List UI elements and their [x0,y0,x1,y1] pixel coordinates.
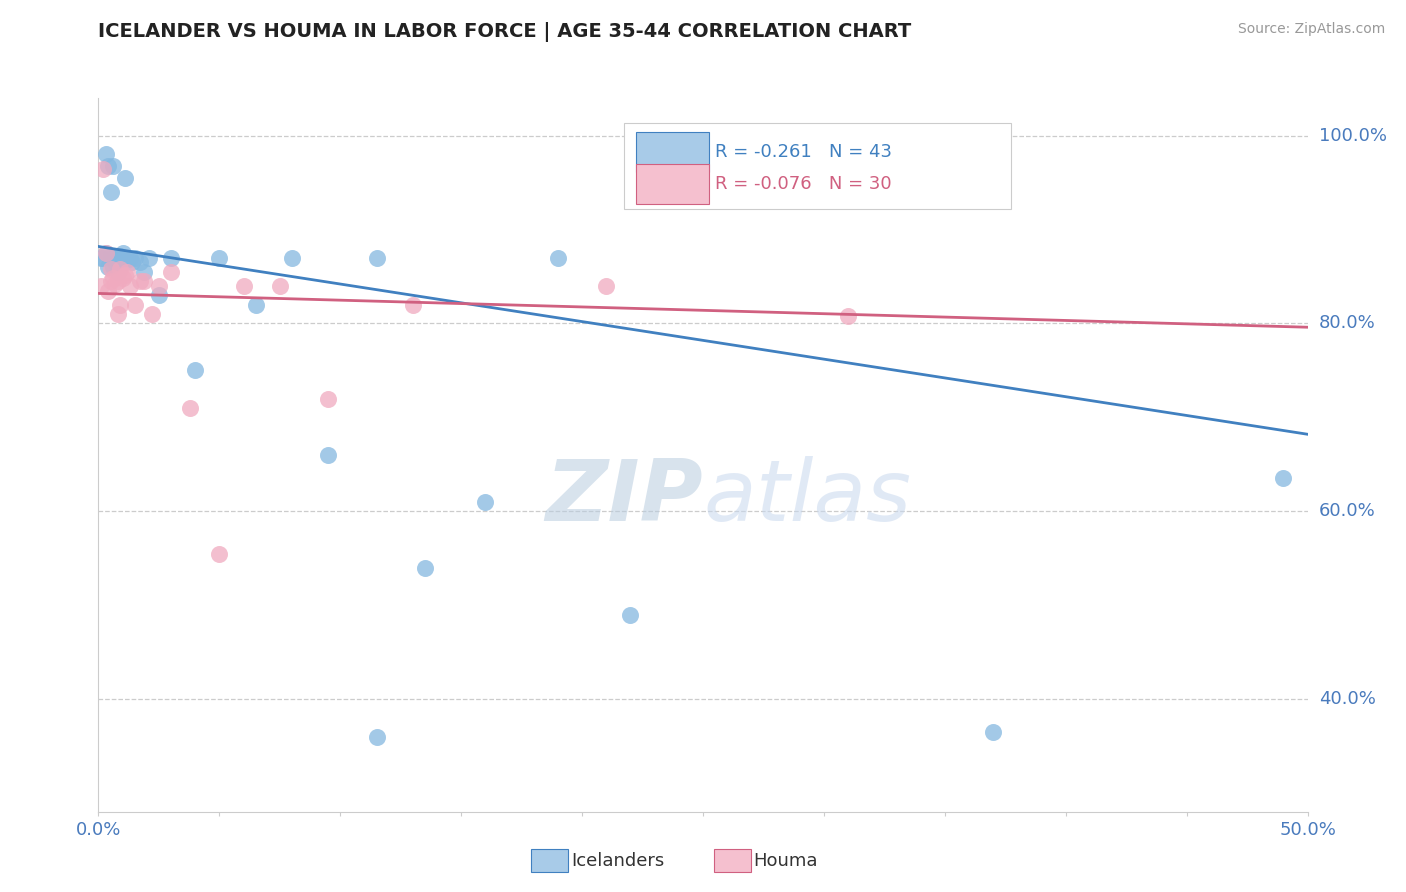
Y-axis label: In Labor Force | Age 35-44: In Labor Force | Age 35-44 [0,345,8,565]
Point [101,260,124,274]
Point [94,246,117,260]
Point [138,251,160,265]
Point [101,159,124,173]
Point [366,251,388,265]
Point [108,249,131,263]
Point [117,252,139,267]
Text: 80.0%: 80.0% [1319,315,1375,333]
Point [160,265,183,279]
Point [107,265,129,279]
Point [118,251,141,265]
Point [101,271,124,285]
Point [114,170,136,185]
Point [107,274,129,288]
Point [97,284,120,298]
Text: 40.0%: 40.0% [1319,690,1375,708]
Point [121,255,143,269]
Point [148,288,170,302]
Point [141,307,163,321]
Point [474,495,496,509]
Text: Source: ZipAtlas.com: Source: ZipAtlas.com [1237,22,1385,37]
Text: 100.0%: 100.0% [1319,127,1386,145]
Point [104,255,127,269]
Point [100,262,122,277]
Point [232,279,254,293]
Point [269,279,291,293]
Point [90,251,112,265]
Point [118,279,141,293]
Point [108,262,131,277]
Point [111,251,134,265]
Point [402,298,425,312]
Point [97,159,120,173]
Point [128,274,150,288]
Point [547,251,569,265]
Point [114,251,136,265]
Point [111,246,134,260]
Text: Houma: Houma [754,852,818,870]
Point [111,271,134,285]
Text: 60.0%: 60.0% [1319,502,1375,520]
Point [179,401,201,415]
Point [837,309,859,323]
Point [97,260,120,274]
Point [413,560,436,574]
Point [100,249,122,263]
Point [316,392,339,406]
Point [619,607,641,622]
Point [595,279,617,293]
Text: Icelanders: Icelanders [571,852,664,870]
Point [101,251,124,265]
Point [91,251,114,265]
Point [100,274,122,288]
Text: R = -0.261   N = 43: R = -0.261 N = 43 [716,143,891,161]
FancyBboxPatch shape [624,123,1011,209]
Point [1272,471,1295,485]
Point [107,307,129,321]
FancyBboxPatch shape [637,164,709,204]
Point [90,279,112,293]
Point [107,251,129,265]
Point [184,363,207,377]
Point [91,161,114,176]
Point [134,265,156,279]
Point [134,274,156,288]
Text: atlas: atlas [703,456,911,540]
Text: ICELANDER VS HOUMA IN LABOR FORCE | AGE 35-44 CORRELATION CHART: ICELANDER VS HOUMA IN LABOR FORCE | AGE … [98,22,911,42]
Point [108,260,131,274]
Point [104,249,127,263]
Point [108,298,131,312]
Text: R = -0.076   N = 30: R = -0.076 N = 30 [716,176,891,194]
Point [148,279,170,293]
Point [94,147,117,161]
Point [245,298,267,312]
Point [104,277,127,291]
Point [208,251,231,265]
Point [124,298,146,312]
Point [100,185,122,199]
Point [316,448,339,462]
Point [117,265,139,279]
Text: ZIP: ZIP [546,456,703,540]
Point [366,730,388,744]
Point [281,251,304,265]
FancyBboxPatch shape [637,132,709,171]
Point [128,255,150,269]
Point [981,725,1004,739]
Point [208,547,231,561]
Point [114,268,136,282]
Point [124,251,146,265]
Point [160,251,183,265]
Point [94,246,117,260]
